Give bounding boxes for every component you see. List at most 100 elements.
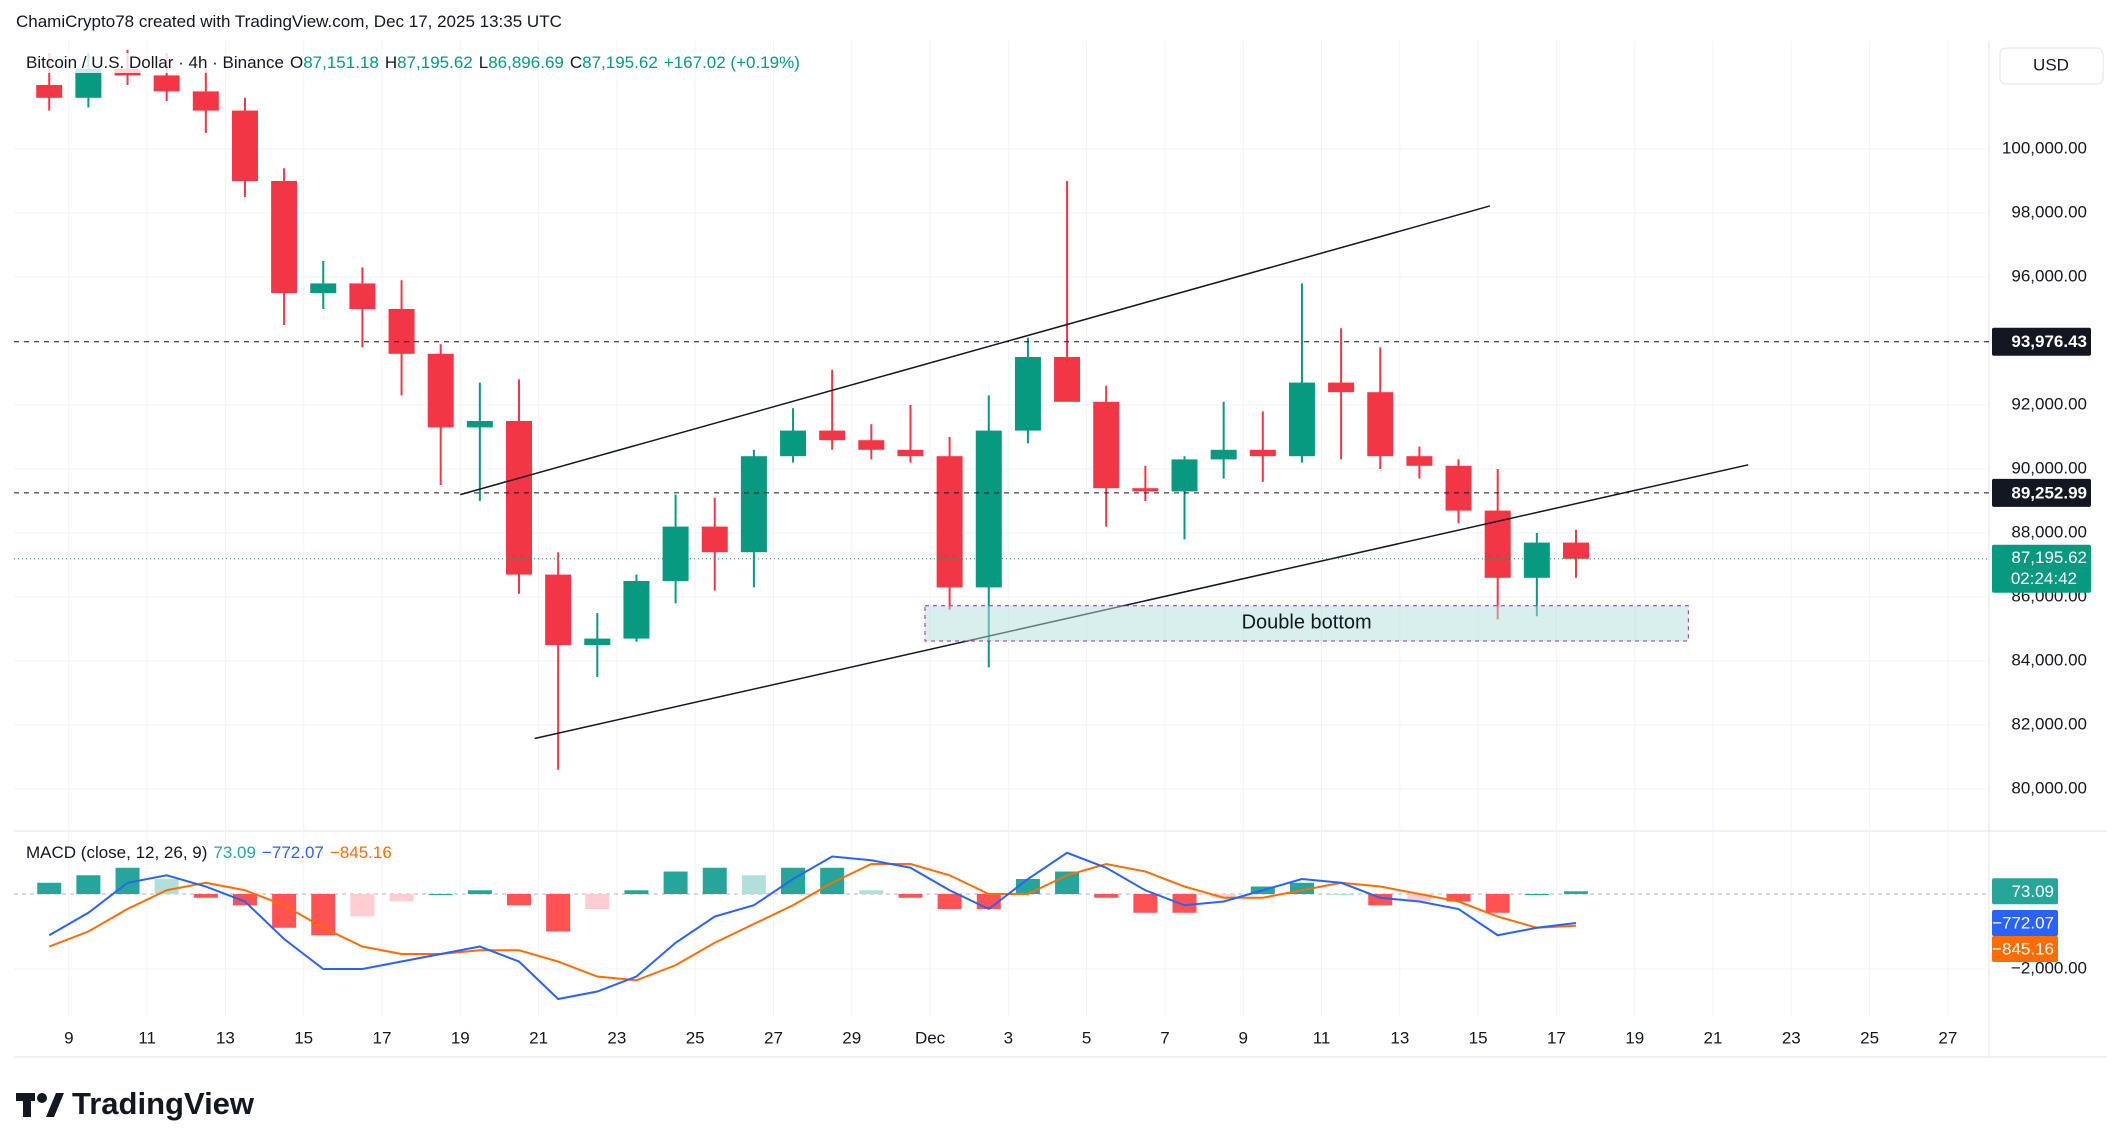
histogram-bar	[663, 871, 688, 895]
price-box-label: 89,252.99	[2011, 483, 2087, 502]
y-tick-label: 88,000.00	[2011, 522, 2087, 541]
histogram-bar	[1524, 894, 1549, 896]
histogram-bar	[781, 867, 806, 895]
candle-body	[1367, 392, 1394, 457]
histogram-bar	[37, 882, 62, 895]
price-box-label: 93,976.43	[2011, 332, 2087, 351]
histogram-bar	[546, 894, 571, 932]
ohlc-value: 87,151.18	[303, 53, 379, 72]
candle-body	[936, 456, 963, 588]
macd-value-label: −772.07	[1992, 913, 2054, 932]
histogram-bar	[389, 894, 414, 902]
candle-body	[1249, 449, 1276, 457]
histogram-bar	[937, 894, 962, 910]
x-tick-label: 25	[1860, 1028, 1879, 1047]
x-tick-label: 15	[1469, 1028, 1488, 1047]
histogram-bar	[741, 875, 766, 895]
candle-body	[1328, 382, 1355, 393]
logo-part	[23, 1093, 31, 1117]
last-price-label: 87,195.62	[2011, 548, 2087, 567]
candle-body	[349, 283, 376, 309]
candle-body	[388, 309, 415, 354]
histogram-bar	[1368, 894, 1393, 906]
x-tick-label: 11	[138, 1028, 156, 1047]
candle-body	[1406, 456, 1433, 466]
ohlc-value: 87,195.62	[397, 53, 473, 72]
histogram-bar	[1211, 894, 1236, 898]
macd-value-box	[1992, 878, 2058, 905]
candle-body	[1132, 488, 1159, 492]
candle-body	[310, 283, 337, 293]
x-tick-label: 29	[842, 1028, 861, 1047]
y-tick-label: 96,000.00	[2011, 266, 2087, 285]
histogram-bar	[1563, 891, 1588, 895]
candle-body	[231, 110, 258, 181]
x-tick-label: 13	[1390, 1028, 1409, 1047]
logo-part	[46, 1093, 64, 1117]
y-tick-label: 92,000.00	[2011, 394, 2087, 413]
candle-body	[545, 574, 572, 645]
x-tick-label: 19	[1625, 1028, 1644, 1047]
x-tick-label: 5	[1082, 1028, 1091, 1047]
histogram-bar	[428, 894, 453, 896]
last-price-box	[1992, 544, 2091, 593]
ohlc-key: C	[569, 53, 583, 72]
candle-body	[1210, 449, 1237, 460]
candle-body	[271, 181, 298, 293]
x-tick-label: 25	[686, 1028, 705, 1047]
macd-legend-value: −845.16	[329, 843, 392, 862]
brand-logo	[16, 1093, 64, 1117]
grid	[14, 41, 1989, 1016]
y-tick-label: 100,000.00	[2002, 138, 2087, 157]
candle-body	[740, 456, 767, 553]
macd-legend-value: 73.09	[213, 843, 256, 862]
currency-button[interactable]	[1999, 47, 2104, 85]
candle-body	[1171, 459, 1198, 492]
candle-body	[153, 75, 180, 92]
histogram-bar	[702, 867, 727, 895]
change-value: +167.02 (+0.19%)	[663, 53, 800, 72]
ohlc-key: H	[384, 53, 398, 72]
histogram-bar	[1094, 894, 1119, 898]
candle-body	[1523, 542, 1550, 578]
histogram-bar	[467, 890, 492, 895]
currency-label[interactable]: USD	[2033, 55, 2069, 74]
countdown-label: 02:24:42	[2011, 569, 2077, 588]
histogram-bar	[859, 890, 884, 895]
histogram-bar	[1329, 894, 1354, 896]
logo-part	[37, 1093, 47, 1103]
x-tick-label: 27	[764, 1028, 783, 1047]
x-tick-label: 11	[1313, 1028, 1331, 1047]
y-tick-label: 80,000.00	[2011, 778, 2087, 797]
signal-line	[48, 862, 1577, 982]
trendline	[460, 205, 1491, 496]
symbol-legend: Bitcoin / U.S. Dollar · 4h · Binance O87,…	[26, 53, 806, 73]
histogram-bar	[311, 894, 336, 936]
candle-body	[623, 581, 650, 639]
candle-body	[1093, 401, 1120, 489]
candle-body	[1562, 542, 1589, 559]
price-box	[1992, 327, 2091, 356]
candle-body	[819, 430, 846, 441]
candle-body	[858, 440, 885, 450]
x-tick-label: 7	[1160, 1028, 1169, 1047]
candle-body	[1288, 382, 1315, 457]
candle-body	[1014, 357, 1041, 431]
y-tick-label: 82,000.00	[2011, 714, 2087, 733]
candle-body	[1445, 465, 1472, 511]
x-tick-label: 13	[216, 1028, 235, 1047]
x-tick-label: Dec	[915, 1028, 946, 1047]
ohlc-value: 86,896.69	[488, 53, 564, 72]
candle-body	[584, 638, 611, 645]
histogram-bar	[1446, 894, 1471, 902]
histogram-bar	[507, 894, 532, 906]
histogram-bar	[1289, 882, 1314, 895]
macd-value-box	[1992, 909, 2058, 936]
histogram-bar	[820, 867, 845, 895]
x-tick-label: 3	[1004, 1028, 1013, 1047]
macd-title: MACD (close, 12, 26, 9)	[26, 843, 208, 862]
candle-body	[75, 69, 102, 98]
histogram-bar	[76, 875, 101, 895]
